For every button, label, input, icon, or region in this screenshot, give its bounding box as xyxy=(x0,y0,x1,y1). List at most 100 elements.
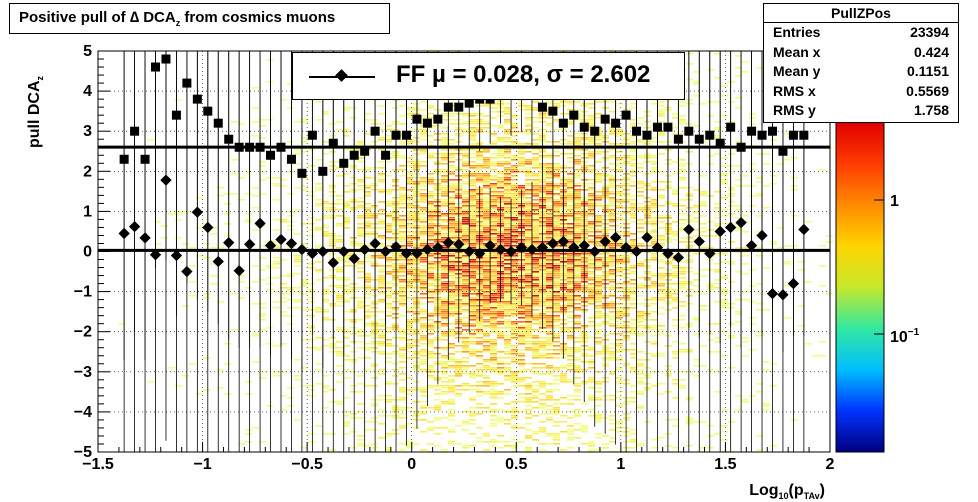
data-point xyxy=(224,134,234,144)
data-point xyxy=(360,146,370,156)
data-point xyxy=(401,130,411,140)
y-tick-label: −2 xyxy=(74,324,92,341)
stats-row-mean-y: Mean y 0.1151 xyxy=(773,63,949,79)
data-point xyxy=(547,237,559,250)
data-point xyxy=(421,243,434,256)
y-tick-label: −5 xyxy=(74,444,92,461)
data-point xyxy=(192,94,202,104)
data-point xyxy=(684,126,694,136)
data-point xyxy=(726,122,736,132)
stats-row-rms-y: RMS y 1.758 xyxy=(773,102,949,118)
data-point xyxy=(140,154,150,164)
data-point xyxy=(778,146,788,156)
data-point xyxy=(203,106,213,116)
y-tick-label: 3 xyxy=(83,123,92,140)
y-tick-label: 1 xyxy=(83,203,92,220)
x-tick-label: −0.5 xyxy=(291,456,323,473)
y-axis-label: pull DCAz xyxy=(26,75,45,148)
legend-text: FF µ = 0.028, σ = 2.602 xyxy=(396,61,651,88)
data-point xyxy=(349,150,359,160)
data-point xyxy=(432,241,444,254)
data-point xyxy=(171,110,181,120)
data-point xyxy=(600,114,610,124)
data-point xyxy=(788,130,798,140)
data-point xyxy=(484,239,496,252)
data-point xyxy=(652,122,662,132)
series-mean xyxy=(118,51,810,452)
data-point xyxy=(642,130,652,140)
data-point xyxy=(443,102,453,112)
data-point xyxy=(370,126,380,136)
data-point xyxy=(307,130,317,140)
data-point xyxy=(286,154,296,164)
data-point xyxy=(454,102,464,112)
data-point xyxy=(151,62,161,72)
data-point xyxy=(464,98,474,108)
data-point xyxy=(548,106,558,116)
x-tick-label: −1 xyxy=(193,456,211,473)
data-point xyxy=(505,245,517,258)
data-point xyxy=(579,122,589,132)
data-point xyxy=(474,247,486,260)
y-tick-label: 2 xyxy=(83,163,92,180)
x-tick-label: 0 xyxy=(407,456,416,473)
data-point xyxy=(412,114,422,124)
data-point xyxy=(318,166,328,176)
legend-box: FF µ = 0.028, σ = 2.602 xyxy=(292,52,685,100)
y-tick-label: −4 xyxy=(74,404,92,421)
colorbar-tick-label: 10−1 xyxy=(890,327,920,346)
data-point xyxy=(328,138,338,148)
data-point xyxy=(537,102,547,112)
data-point xyxy=(182,78,192,88)
data-point xyxy=(694,134,704,144)
data-point xyxy=(339,158,349,168)
data-point xyxy=(558,118,568,128)
data-point xyxy=(245,142,255,152)
data-point xyxy=(463,245,475,258)
data-point xyxy=(568,241,580,254)
y-tick-label: 5 xyxy=(83,43,92,60)
stats-name: PullZPos xyxy=(764,4,958,23)
data-point xyxy=(433,114,443,124)
colorbar-tick-label: 1 xyxy=(890,193,899,210)
data-point xyxy=(557,235,569,248)
data-point xyxy=(297,168,307,178)
stats-row-entries: Entries 23394 xyxy=(773,24,949,40)
data-point xyxy=(611,118,621,128)
data-point xyxy=(234,142,244,152)
data-point xyxy=(632,126,642,136)
data-point xyxy=(213,118,223,128)
data-point xyxy=(799,130,809,140)
y-tick-label: −3 xyxy=(74,364,92,381)
data-point xyxy=(705,130,715,140)
data-point xyxy=(442,237,454,249)
data-point xyxy=(715,138,725,148)
data-point xyxy=(130,126,140,136)
data-point xyxy=(526,243,538,256)
x-tick-label: 1 xyxy=(616,456,625,473)
data-point xyxy=(119,154,129,164)
x-axis-label: Log10(pTAv) xyxy=(749,482,825,501)
data-point xyxy=(590,126,600,136)
legend-marker xyxy=(335,69,348,82)
data-point xyxy=(736,142,746,152)
stats-box: PullZPos Entries 23394 Mean x 0.424 Mean y… xyxy=(763,3,959,123)
y-tick-label: 0 xyxy=(83,244,92,261)
stats-row-rms-x: RMS x 0.5569 xyxy=(773,82,949,99)
data-point xyxy=(453,238,465,250)
data-point xyxy=(747,126,757,136)
data-point xyxy=(515,241,528,254)
data-point xyxy=(536,241,549,254)
colorbar xyxy=(835,121,885,453)
data-point xyxy=(673,134,683,144)
data-point xyxy=(422,118,432,128)
data-point xyxy=(276,142,286,152)
data-point xyxy=(381,150,391,160)
data-point xyxy=(161,54,171,64)
x-tick-label: 1.5 xyxy=(714,456,736,473)
x-tick-label: 2 xyxy=(826,456,835,473)
data-point xyxy=(569,110,579,120)
data-point xyxy=(767,126,777,136)
data-point xyxy=(255,142,265,152)
